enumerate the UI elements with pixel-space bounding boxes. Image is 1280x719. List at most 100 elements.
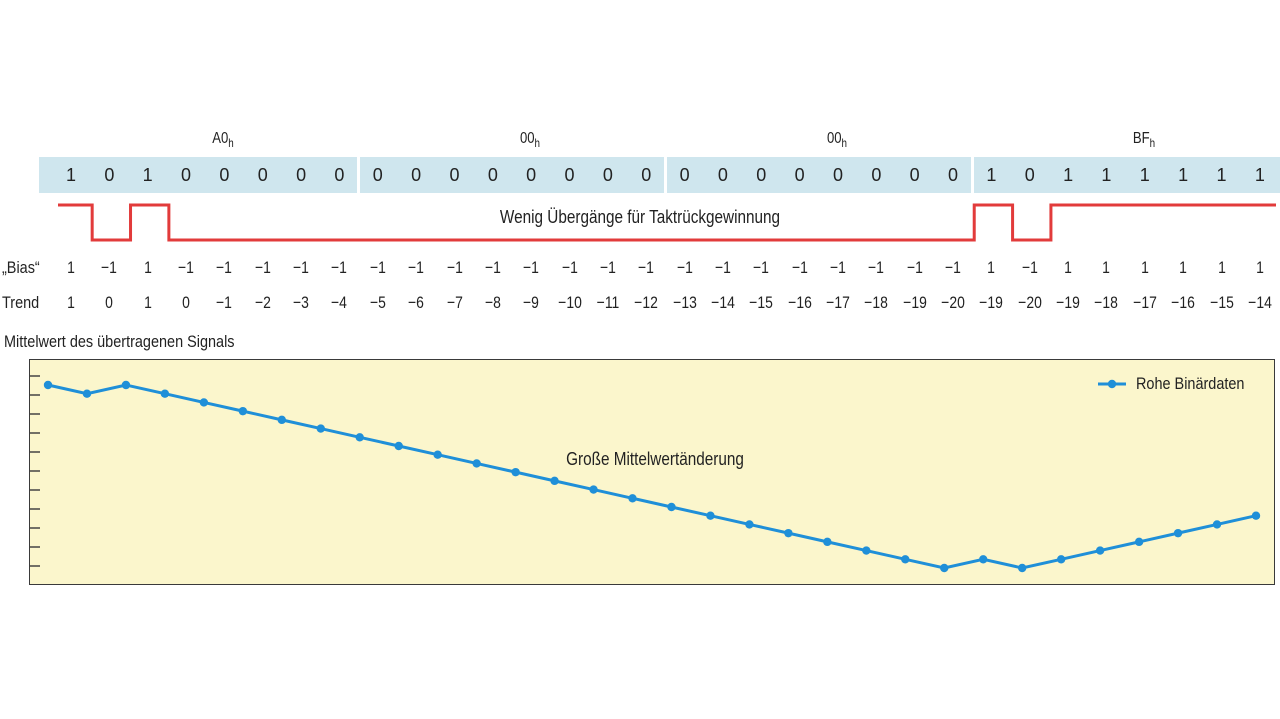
bias-value: −1 [714,258,731,277]
bit-cell: 0 [602,165,613,185]
bias-value: −1 [599,258,616,277]
bit-cell: 0 [411,165,422,185]
trend-value: −2 [254,293,271,312]
bit-cell: 0 [641,165,652,185]
chart-title: Mittelwert des übertragenen Signals [4,332,235,351]
trend-value: −4 [331,293,348,312]
bit-cell: 0 [487,165,498,185]
byte-suffix: h [841,136,847,150]
trend-value: 0 [105,293,114,312]
data-point [1173,528,1183,538]
bit-cell: 0 [564,165,575,185]
byte-band [973,157,1280,193]
bias-value: −1 [178,258,194,277]
data-point [160,389,170,398]
data-point [511,467,520,477]
trend-value: −12 [634,293,659,312]
data-point [82,389,92,398]
bias-value: −1 [945,258,961,277]
data-point [550,476,559,486]
byte-value: A0 [212,130,229,147]
bit-cell: 0 [679,165,690,185]
byte-value: BF [1132,130,1150,147]
data-point [628,494,637,503]
byte-label: 00h [714,130,960,150]
trend-value: −5 [369,293,386,312]
byte-label: A0h [100,130,346,150]
bit-cell: 1 [986,165,997,185]
bit-cell: 0 [526,165,537,185]
trend-value: −16 [1171,293,1195,312]
byte-value: 00 [826,130,842,147]
trend-value: −19 [902,293,927,312]
bit-cell: 1 [65,165,76,185]
digital-waveform [58,203,1276,242]
trend-value: −17 [826,293,850,312]
bit-cell: 0 [219,165,230,185]
byte-suffix: h [534,136,541,150]
bias-value: 1 [987,258,996,277]
legend-label: Rohe Binärdaten [1136,374,1245,393]
bias-value: 1 [143,258,152,277]
legend-marker [1107,379,1117,389]
data-point [1017,563,1027,573]
trend-value: −8 [484,293,501,312]
bit-cell: 0 [756,165,767,185]
bias-value: −1 [446,258,463,277]
waveform-note: Wenig Übergänge für Taktrückgewinnung [499,207,781,227]
bias-value: −1 [906,258,923,277]
data-point [1056,555,1066,564]
byte-suffix: h [1149,136,1155,150]
bit-cell: 1 [1254,165,1265,185]
byte-label: 00h [407,130,653,150]
plot-area [29,359,1275,585]
data-point [277,415,287,425]
data-point [121,380,131,390]
bias-value: −1 [676,258,693,277]
data-point [901,555,910,564]
bias-value: −1 [331,258,348,277]
data-point [199,398,209,407]
bit-cell: 0 [1024,165,1035,185]
data-point [316,424,325,433]
trend-value: −1 [216,293,233,312]
data-point [667,502,676,512]
data-point [238,406,248,416]
data-point [589,485,598,494]
data-point [979,555,988,564]
trend-value: −11 [596,293,620,312]
trend-value: −14 [1248,293,1272,312]
series-line [47,383,1257,570]
bias-value: 1 [1255,258,1264,277]
byte-value: 00 [519,130,535,147]
trend-value: −18 [864,293,889,312]
bias-value: 1 [1179,258,1188,277]
byte-band [666,157,971,193]
data-point [1251,511,1261,520]
trend-value: −7 [446,293,463,312]
bit-cell: 0 [948,165,959,185]
bias-value: −1 [216,258,233,277]
byte-band [360,157,664,193]
trend-value: −16 [787,293,812,312]
data-point [745,520,754,529]
bias-value: 1 [1217,258,1226,277]
data-point [1134,537,1144,547]
bit-cell: 0 [296,165,307,185]
trend-value: −17 [1132,293,1157,312]
data-point [472,459,481,468]
bias-value: −1 [254,258,271,277]
bias-value: −1 [753,258,770,277]
data-point [784,528,793,538]
data-point [394,441,403,451]
bias-value: −1 [1021,258,1038,277]
bias-value: 1 [1102,258,1111,277]
data-point [706,511,715,520]
bit-cell: 1 [1178,165,1189,185]
data-point [940,563,949,573]
trend-value: 1 [143,293,152,312]
bit-cell: 0 [717,165,728,185]
trend-value: −15 [1209,293,1234,312]
